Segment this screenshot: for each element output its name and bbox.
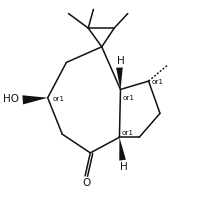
Text: H: H	[117, 56, 124, 66]
Polygon shape	[116, 67, 123, 89]
Text: H: H	[120, 162, 127, 172]
Text: HO: HO	[3, 94, 19, 104]
Polygon shape	[22, 95, 48, 104]
Text: or1: or1	[53, 96, 65, 102]
Text: or1: or1	[121, 130, 134, 136]
Text: O: O	[82, 178, 90, 188]
Polygon shape	[119, 137, 126, 161]
Text: or1: or1	[152, 79, 164, 85]
Text: or1: or1	[123, 95, 135, 101]
